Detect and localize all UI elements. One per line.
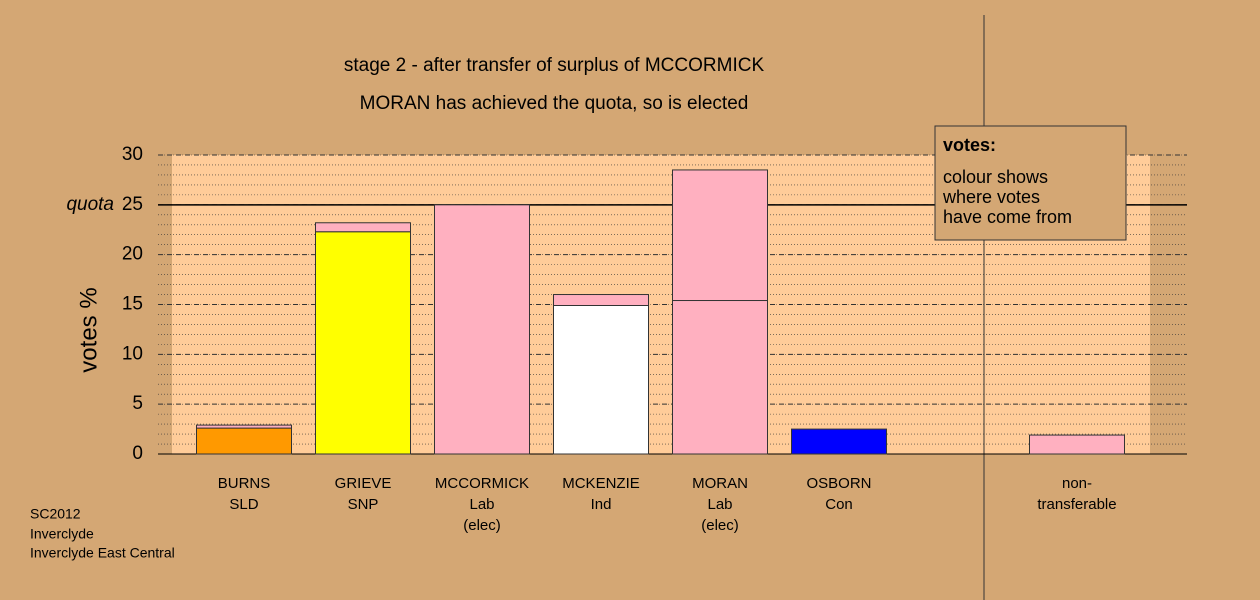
plot: 0 5 10 15 20 25 30 quota BURNS SLD GRIEVE SNP MCCORM…	[66, 144, 1187, 534]
y-tick-label: 10	[122, 343, 143, 364]
legend-title: votes:	[943, 135, 996, 155]
x-tick-label: Lab	[469, 496, 494, 513]
bar-segment	[196, 424, 292, 429]
bar-segment	[791, 428, 887, 455]
x-tick-label: transferable	[1037, 496, 1116, 513]
legend-box	[934, 125, 1127, 241]
bar-segment	[196, 427, 292, 455]
y-tick-label: 0	[132, 443, 143, 464]
x-tick-label: Con	[825, 496, 853, 513]
y-tick-label: 15	[122, 294, 143, 315]
bar-segment	[315, 222, 411, 233]
x-tick-label: non-	[1062, 475, 1092, 492]
x-tick-label: GRIEVE	[335, 475, 392, 492]
quota-label: quota	[66, 194, 114, 215]
x-tick-label: BURNS	[218, 475, 271, 492]
chart-title: stage 2 - after transfer of surplus of M…	[344, 55, 765, 76]
x-tick-label: MORAN	[692, 475, 748, 492]
legend-text: have come from	[943, 207, 1072, 227]
bar-segment	[553, 304, 649, 455]
x-tick-label: SNP	[348, 496, 379, 513]
x-tick-label: MCCORMICK	[435, 475, 529, 492]
x-tick-label: OSBORN	[806, 475, 871, 492]
bar-segment	[672, 169, 768, 302]
y-tick-label: 20	[122, 244, 143, 265]
bar-segment	[553, 294, 649, 306]
legend-text: where votes	[942, 187, 1040, 207]
x-tick-label: Ind	[591, 496, 612, 513]
y-axis-label: votes %	[75, 287, 102, 372]
legend-text: colour shows	[943, 167, 1048, 187]
chart-subtitle: MORAN has achieved the quota, so is elec…	[360, 93, 749, 114]
footer-text: Inverclyde	[30, 526, 94, 542]
bar-segment	[1029, 434, 1125, 455]
x-tick-label: SLD	[229, 496, 258, 513]
y-tick-label: 30	[122, 144, 143, 165]
x-tick-label: (elec)	[463, 517, 501, 534]
y-tick-label: 5	[132, 393, 143, 414]
bar-segment	[315, 231, 411, 455]
x-tick-label: MCKENZIE	[562, 475, 640, 492]
y-tick-label: 25	[122, 194, 143, 215]
x-tick-label: (elec)	[701, 517, 739, 534]
x-tick-label: Lab	[707, 496, 732, 513]
footer-text: SC2012	[30, 506, 81, 522]
bar-segment	[434, 204, 530, 455]
footer-text: Inverclyde East Central	[30, 545, 175, 561]
bar-segment	[672, 300, 768, 455]
